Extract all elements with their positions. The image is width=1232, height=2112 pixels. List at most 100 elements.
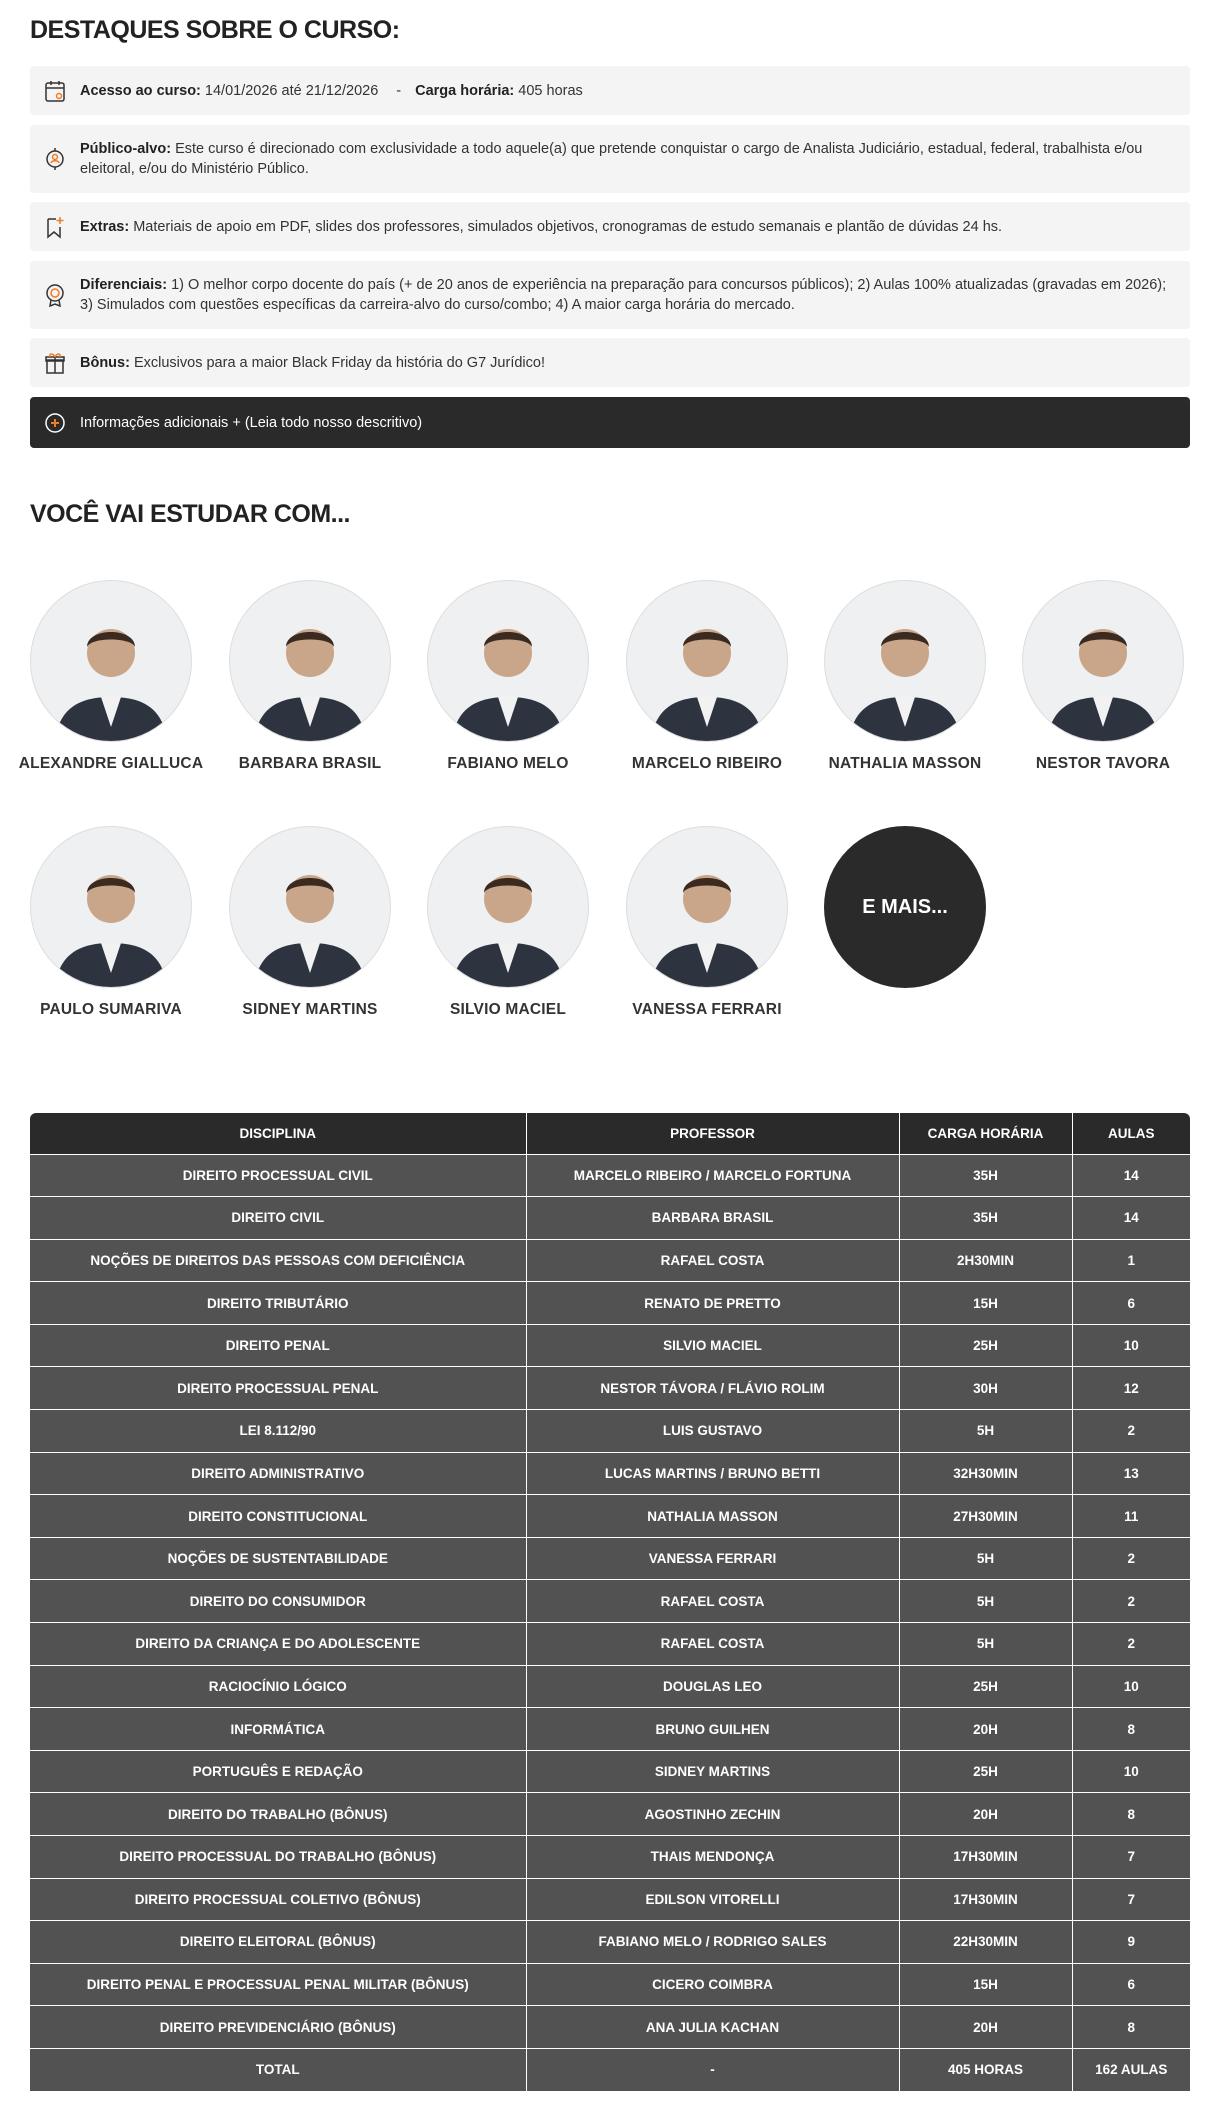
teacher-photo <box>626 580 788 742</box>
table-cell: DIREITO CONSTITUCIONAL <box>30 1494 527 1538</box>
gift-icon <box>44 351 66 375</box>
table-cell: 5H <box>899 1536 1073 1581</box>
highlight-item: Acesso ao curso: 14/01/2026 até 21/12/20… <box>30 66 1190 115</box>
table-cell: 14 <box>1072 1196 1190 1240</box>
teacher-card[interactable]: MARCELO RIBEIRO <box>608 580 806 773</box>
teacher-photo <box>824 580 986 742</box>
teacher-card[interactable]: NESTOR TAVORA <box>1004 580 1202 773</box>
plus-circle-icon <box>44 411 66 435</box>
calendar-icon <box>44 79 66 103</box>
table-cell: 20H <box>899 1792 1073 1836</box>
more-teachers-button[interactable]: E MAIS... <box>806 826 1004 988</box>
table-cell: 10 <box>1072 1749 1190 1794</box>
table-row: DIREITO PROCESSUAL PENAL NESTOR TÁVORA / … <box>30 1366 1190 1411</box>
teacher-name: NESTOR TAVORA <box>1035 755 1171 772</box>
table-cell: 6 <box>1072 1281 1190 1325</box>
teacher-card[interactable]: VANESSA FERRARI <box>608 826 806 1019</box>
table-cell: 35H <box>899 1196 1073 1240</box>
table-cell: 15H <box>899 1962 1073 2007</box>
highlight-text: Acesso ao curso: 14/01/2026 até 21/12/20… <box>80 82 583 99</box>
table-row: DIREITO DA CRIANÇA E DO ADOLESCENTE RAFAE… <box>30 1622 1190 1666</box>
table-row: LEI 8.112/90 LUIS GUSTAVO 5H 2 <box>30 1409 1190 1453</box>
column-header: AULAS <box>1072 1113 1190 1154</box>
table-cell: DIREITO PROCESSUAL CIVIL <box>30 1153 527 1198</box>
teacher-card[interactable]: ALEXANDRE GIALLUCA <box>12 580 210 773</box>
table-cell: 15H <box>899 1281 1073 1325</box>
table-cell: 5H <box>899 1622 1073 1666</box>
column-header: PROFESSOR <box>526 1113 900 1154</box>
table-cell: DIREITO ADMINISTRATIVO <box>30 1451 527 1496</box>
table-cell: SIDNEY MARTINS <box>526 1749 900 1794</box>
total-row: TOTAL -405 HORAS 162 AULAS <box>30 2047 1190 2092</box>
more-info-button[interactable]: Informações adicionais + (Leia todo noss… <box>30 397 1190 448</box>
teacher-photo <box>427 826 589 988</box>
table-cell: 8 <box>1072 1707 1190 1751</box>
table-cell: NATHALIA MASSON <box>526 1494 900 1538</box>
teacher-name: SILVIO MACIEL <box>450 1001 566 1018</box>
highlight-text: Extras: Materiais de apoio em PDF, slide… <box>80 218 1003 235</box>
table-row: DIREITO PROCESSUAL COLETIVO (BÔNUS) EDILS… <box>30 1877 1190 1922</box>
table-row: DIREITO PROCESSUAL CIVIL MARCELO RIBEIRO … <box>30 1153 1190 1198</box>
table-cell: TOTAL <box>30 2047 527 2092</box>
table-cell: FABIANO MELO / RODRIGO SALES <box>526 1920 900 1964</box>
table-cell: DIREITO PROCESSUAL COLETIVO (BÔNUS) <box>30 1877 527 1922</box>
table-cell: DIREITO PROCESSUAL DO TRABALHO (BÔNUS) <box>30 1835 527 1879</box>
table-row: DIREITO PROCESSUAL DO TRABALHO (BÔNUS) TH… <box>30 1835 1190 1879</box>
table-cell: DIREITO TRIBUTÁRIO <box>30 1281 527 1325</box>
teacher-name: MARCELO RIBEIRO <box>631 755 783 772</box>
table-cell: 7 <box>1072 1877 1190 1922</box>
teacher-photo <box>229 580 391 742</box>
teacher-card[interactable]: SILVIO MACIEL <box>409 826 607 1019</box>
table-cell: RACIOCÍNIO LÓGICO <box>30 1664 527 1709</box>
table-cell: 2 <box>1072 1622 1190 1666</box>
table-cell: 17H30MIN <box>899 1835 1073 1879</box>
table-cell: 9 <box>1072 1920 1190 1964</box>
table-row: RACIOCÍNIO LÓGICO DOUGLAS LEO 25H 10 <box>30 1664 1190 1709</box>
teacher-name: BARBARA BRASIL <box>238 755 382 772</box>
table-row: DIREITO ELEITORAL (BÔNUS) FABIANO MELO / … <box>30 1920 1190 1964</box>
table-cell: LEI 8.112/90 <box>30 1409 527 1453</box>
table-cell: DIREITO PENAL E PROCESSUAL PENAL MILITAR… <box>30 1962 527 2007</box>
table-cell: INFORMÁTICA <box>30 1707 527 1751</box>
table-cell: 25H <box>899 1323 1073 1368</box>
table-cell: 25H <box>899 1749 1073 1794</box>
table-cell: 20H <box>899 1707 1073 1751</box>
teacher-photo <box>626 826 788 988</box>
teacher-card[interactable]: NATHALIA MASSON <box>806 580 1004 773</box>
table-row: DIREITO TRIBUTÁRIO RENATO DE PRETTO 15H 6 <box>30 1281 1190 1325</box>
table-cell: 2 <box>1072 1536 1190 1581</box>
teacher-card[interactable]: PAULO SUMARIVA <box>12 826 210 1019</box>
table-cell: NOÇÕES DE SUSTENTABILIDADE <box>30 1536 527 1581</box>
table-cell: NOÇÕES DE DIREITOS DAS PESSOAS COM DEFIC… <box>30 1238 527 1283</box>
highlight-item: Diferenciais: 1) O melhor corpo docente … <box>30 261 1190 329</box>
table-row: INFORMÁTICA BRUNO GUILHEN 20H 8 <box>30 1707 1190 1751</box>
table-cell: PORTUGUÊS E REDAÇÃO <box>30 1749 527 1794</box>
table-cell: 2 <box>1072 1409 1190 1453</box>
table-cell: 2 <box>1072 1579 1190 1624</box>
teachers-title: VOCÊ VAI ESTUDAR COM... <box>30 500 351 528</box>
table-cell: EDILSON VITORELLI <box>526 1877 900 1922</box>
teacher-name: NATHALIA MASSON <box>828 755 982 772</box>
teacher-card[interactable]: BARBARA BRASIL <box>211 580 409 773</box>
table-cell: LUCAS MARTINS / BRUNO BETTI <box>526 1451 900 1496</box>
highlights-title: DESTAQUES SOBRE O CURSO: <box>30 16 400 44</box>
table-cell: 25H <box>899 1664 1073 1709</box>
table-row: DIREITO PREVIDENCIÁRIO (BÔNUS) ANA JULIA … <box>30 2005 1190 2049</box>
teacher-name: PAULO SUMARIVA <box>40 1001 182 1018</box>
table-cell: 32H30MIN <box>899 1451 1073 1496</box>
teacher-card[interactable]: SIDNEY MARTINS <box>211 826 409 1019</box>
table-row: NOÇÕES DE SUSTENTABILIDADE VANESSA FERRAR… <box>30 1536 1190 1581</box>
table-cell: THAIS MENDONÇA <box>526 1835 900 1879</box>
table-cell: DIREITO DO CONSUMIDOR <box>30 1579 527 1624</box>
table-cell: NESTOR TÁVORA / FLÁVIO ROLIM <box>526 1366 900 1411</box>
teacher-photo <box>427 580 589 742</box>
table-cell: ANA JULIA KACHAN <box>526 2005 900 2049</box>
table-cell: 5H <box>899 1579 1073 1624</box>
table-cell: 11 <box>1072 1494 1190 1538</box>
teacher-card[interactable]: FABIANO MELO <box>409 580 607 773</box>
table-cell: DIREITO PENAL <box>30 1323 527 1368</box>
table-cell: DIREITO DO TRABALHO (BÔNUS) <box>30 1792 527 1836</box>
column-header: DISCIPLINA <box>30 1113 527 1154</box>
teacher-photo <box>30 580 192 742</box>
table-cell: 162 AULAS <box>1072 2047 1190 2092</box>
